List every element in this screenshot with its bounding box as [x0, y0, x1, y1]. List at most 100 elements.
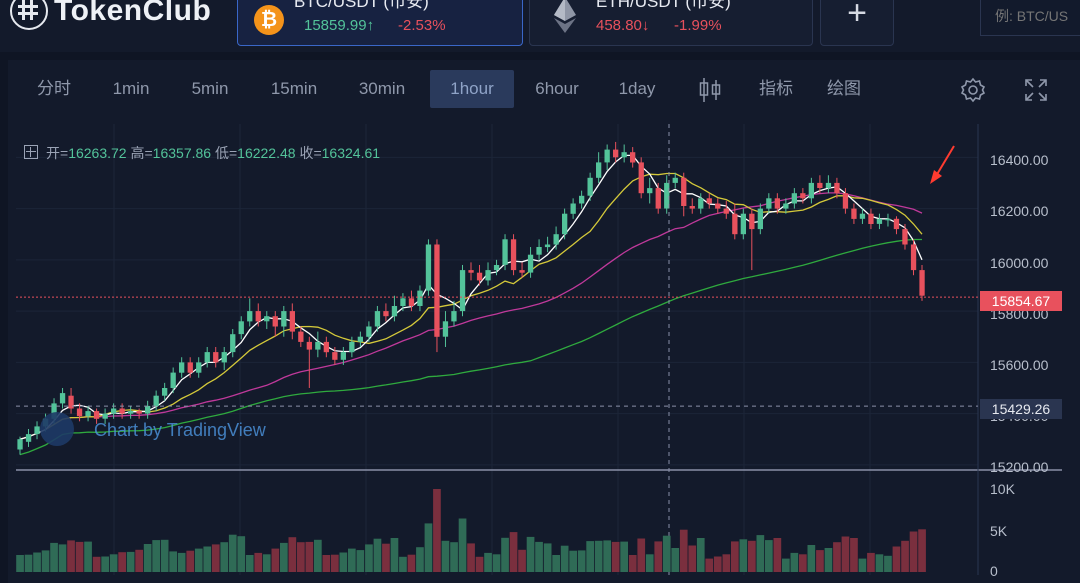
volume-bar	[765, 540, 773, 572]
volume-bar	[654, 541, 663, 572]
volume-bar	[441, 540, 450, 572]
volume-bar	[152, 540, 160, 572]
volume-bar	[790, 552, 799, 572]
candle-body	[638, 162, 644, 194]
candle-body	[162, 388, 168, 396]
ma-long-line	[19, 238, 922, 456]
candle-body	[247, 311, 253, 322]
volume-bar	[186, 550, 195, 572]
tradingview-watermark[interactable]: Chart by TradingView	[94, 420, 266, 440]
volume-bar	[773, 538, 782, 572]
top-bar: TokenClub ₿ BTC/USDT (币安) 15859.99↑ -2.5…	[0, 0, 1080, 52]
interval-tab-30min[interactable]: 30min	[358, 79, 406, 98]
volume-bar	[458, 518, 467, 572]
candle-body	[238, 321, 244, 335]
candle-body	[587, 177, 593, 196]
interval-tab-1hour[interactable]: 1hour	[430, 70, 514, 108]
candle-body	[204, 352, 210, 363]
volume-bar	[126, 551, 135, 572]
volume-bar	[858, 558, 867, 572]
candle-body	[485, 270, 491, 281]
candle-body	[400, 298, 406, 306]
volume-bar	[160, 539, 169, 572]
candle-body	[859, 213, 866, 219]
volume-bar	[262, 554, 271, 572]
candle-body	[434, 244, 440, 337]
chart-panel	[8, 60, 1080, 583]
volume-bar	[867, 552, 875, 572]
volume-bar	[799, 554, 807, 572]
high-label: 高=	[130, 145, 153, 161]
volume-tick: 5K	[990, 523, 1008, 539]
draw-button[interactable]: 绘图	[827, 79, 861, 98]
volume-bar	[611, 541, 620, 572]
candle-body	[876, 218, 883, 224]
price-tick: 15600.00	[990, 357, 1049, 373]
candle-body	[417, 290, 423, 306]
interval-tab-6hour[interactable]: 6hour	[535, 79, 579, 98]
candle-body	[408, 298, 415, 306]
volume-bar	[501, 537, 509, 572]
candle-body	[111, 408, 117, 414]
volume-bar	[756, 535, 765, 572]
candle-body	[604, 149, 610, 163]
candle-body	[85, 411, 91, 417]
ticker-price: 15859.99↑	[304, 17, 375, 34]
volume-bar	[492, 554, 501, 572]
candle-body	[442, 321, 449, 337]
candle-body	[306, 341, 312, 350]
candle-body	[153, 395, 159, 406]
indicators-button[interactable]: 指标	[759, 79, 793, 98]
candle-body	[289, 311, 295, 332]
volume-bar	[339, 552, 348, 572]
chart-type-button[interactable]	[690, 70, 730, 108]
volume-bar	[245, 555, 254, 572]
tokenclub-logo-icon	[10, 0, 48, 30]
interval-tab-time[interactable]: 分时	[37, 79, 71, 98]
candle-body	[340, 352, 346, 360]
candle-body	[825, 182, 832, 188]
ticker-tab-btc[interactable]: ₿ BTC/USDT (币安) 15859.99↑ -2.53%	[237, 0, 523, 46]
ma-fast-line	[19, 154, 923, 440]
candle-body	[715, 203, 721, 209]
interval-tab-5min[interactable]: 5min	[191, 79, 229, 98]
ticker-tab-eth[interactable]: ETH/USDT (币安) 458.80↓ -1.99%	[529, 0, 813, 46]
candle-body	[613, 149, 619, 158]
tradingview-logo-icon	[40, 412, 74, 446]
volume-bar	[424, 523, 433, 572]
candle-body	[51, 403, 57, 419]
volume-bar	[509, 532, 518, 572]
volume-bar	[177, 552, 186, 572]
interval-tab-1min[interactable]: 1min	[112, 79, 150, 98]
candle-body	[672, 177, 678, 183]
candle-body	[527, 254, 534, 273]
ticker-change: -1.99%	[674, 17, 722, 34]
chart-settings-button[interactable]	[952, 70, 994, 108]
ticker-symbol: ETH/USDT (币安)	[596, 0, 731, 11]
crosshair-price-tag: 15429.26	[980, 399, 1062, 419]
candle-body	[893, 218, 900, 230]
expand-icon[interactable]	[24, 145, 38, 159]
volume-bar	[416, 547, 424, 572]
volume-bar	[594, 540, 603, 572]
interval-tab-15min[interactable]: 15min	[270, 79, 318, 98]
candle-body	[698, 198, 704, 209]
interval-tab-1day[interactable]: 1day	[618, 79, 656, 98]
candle-body	[749, 213, 755, 230]
volume-bar	[841, 536, 850, 572]
search-input[interactable]	[980, 0, 1080, 36]
candle-body	[119, 408, 125, 414]
candle-body	[230, 334, 236, 353]
app-logo[interactable]: TokenClub	[10, 0, 211, 30]
volume-bar	[748, 540, 756, 572]
fullscreen-button[interactable]	[1016, 70, 1056, 108]
volume-bar	[603, 540, 611, 572]
candle-body	[264, 316, 270, 322]
volume-bar	[67, 540, 75, 572]
volume-bar	[382, 543, 390, 572]
volume-bar	[884, 555, 892, 572]
volume-bar	[24, 554, 33, 572]
candle-body	[128, 411, 134, 414]
add-ticker-button[interactable]: +	[820, 0, 894, 46]
